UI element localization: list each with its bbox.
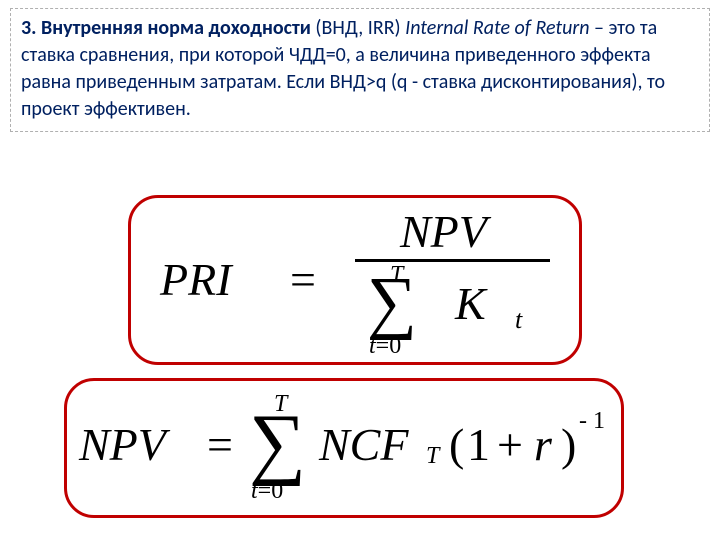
formula-pri: PRI = NPV T ∑ t=0 K t — [155, 205, 555, 355]
definition-box: 3. Внутренняя норма доходности (ВНД, IRR… — [10, 8, 710, 132]
definition-english: Internal Rate of Return — [405, 16, 589, 40]
pri-sum-lower-val: 0 — [389, 333, 401, 359]
npv-sum-lower-val: 0 — [271, 478, 283, 504]
pri-eq: = — [290, 253, 316, 306]
formula-npv: NPV = T ∑ t=0 NCF T ( 1 + r ) - 1 — [79, 388, 609, 508]
npv-rparen: ) — [561, 418, 576, 471]
definition-abbrev: (ВНД, IRR) — [311, 16, 405, 40]
npv-exp: - 1 — [579, 408, 605, 435]
npv-eq: = — [207, 418, 233, 471]
pri-fraction-bar — [355, 259, 550, 262]
pri-sigma: ∑ — [367, 263, 417, 343]
npv-sum-lower-eq: = — [258, 478, 272, 504]
pri-numerator: NPV — [400, 205, 487, 258]
formula-box-pri: PRI = NPV T ∑ t=0 K t — [128, 195, 582, 365]
definition-title: 3. Внутренняя норма доходности — [21, 16, 311, 40]
npv-ncf: NCF — [319, 418, 408, 471]
npv-sum-lower: t=0 — [251, 478, 283, 505]
npv-lparen: ( — [449, 418, 464, 471]
npv-ncf-sub: T — [426, 443, 439, 470]
npv-r: r — [534, 418, 552, 471]
npv-lhs: NPV — [79, 418, 166, 471]
npv-plus: + — [497, 418, 523, 471]
pri-term-base: K — [455, 277, 486, 330]
formula-box-npv: NPV = T ∑ t=0 NCF T ( 1 + r ) - 1 — [64, 378, 624, 518]
npv-sum-lower-var: t — [251, 478, 258, 504]
npv-one: 1 — [467, 418, 490, 471]
pri-sum-lower-eq: = — [376, 333, 390, 359]
pri-sum-lower-var: t — [369, 333, 376, 359]
pri-sum-lower: t=0 — [369, 333, 401, 360]
npv-sigma: ∑ — [249, 398, 306, 489]
pri-lhs: PRI — [160, 253, 232, 306]
pri-term-sub: t — [515, 305, 522, 335]
